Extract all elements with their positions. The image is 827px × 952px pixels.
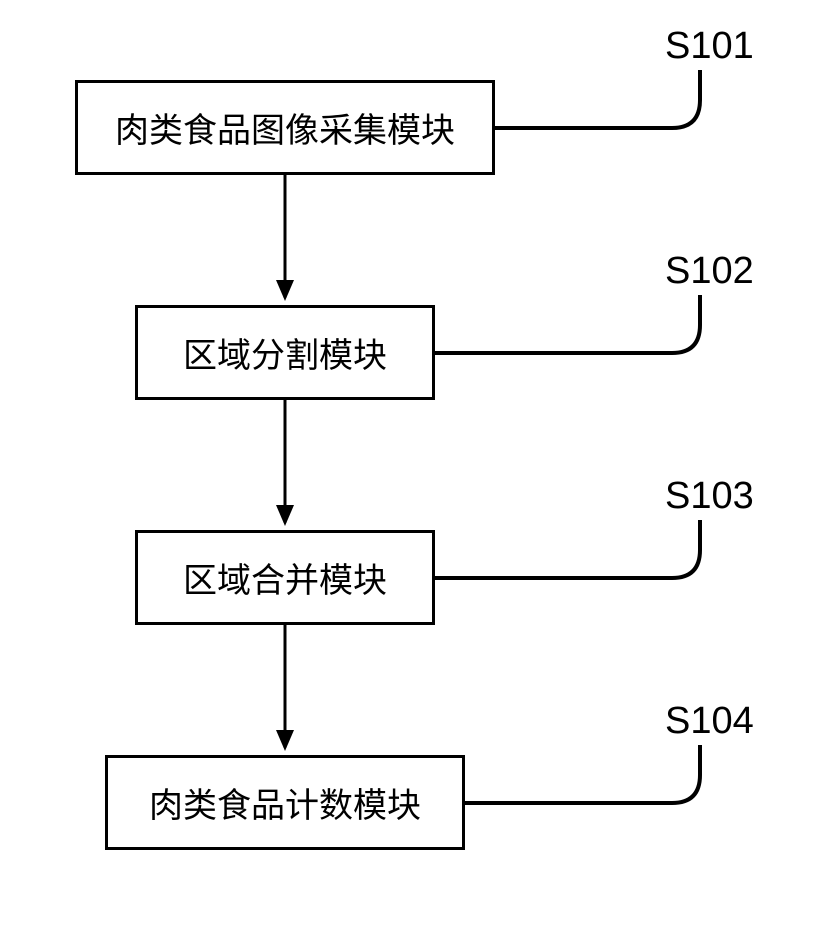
step-label-2: S102 <box>665 250 754 293</box>
flowchart-node-1: 肉类食品图像采集模块 <box>75 80 495 175</box>
node-text-1: 肉类食品图像采集模块 <box>115 103 455 152</box>
node-text-4: 肉类食品计数模块 <box>149 778 421 827</box>
connector-s102 <box>435 295 700 353</box>
step-label-4: S104 <box>665 700 754 743</box>
connector-s101 <box>495 70 700 128</box>
connector-s103 <box>435 520 700 578</box>
flowchart-node-4: 肉类食品计数模块 <box>105 755 465 850</box>
step-label-1: S101 <box>665 25 754 68</box>
flowchart-node-2: 区域分割模块 <box>135 305 435 400</box>
node-text-2: 区域分割模块 <box>183 328 387 377</box>
flowchart-node-3: 区域合并模块 <box>135 530 435 625</box>
node-text-3: 区域合并模块 <box>183 553 387 602</box>
step-label-3: S103 <box>665 475 754 518</box>
connector-s104 <box>465 745 700 803</box>
